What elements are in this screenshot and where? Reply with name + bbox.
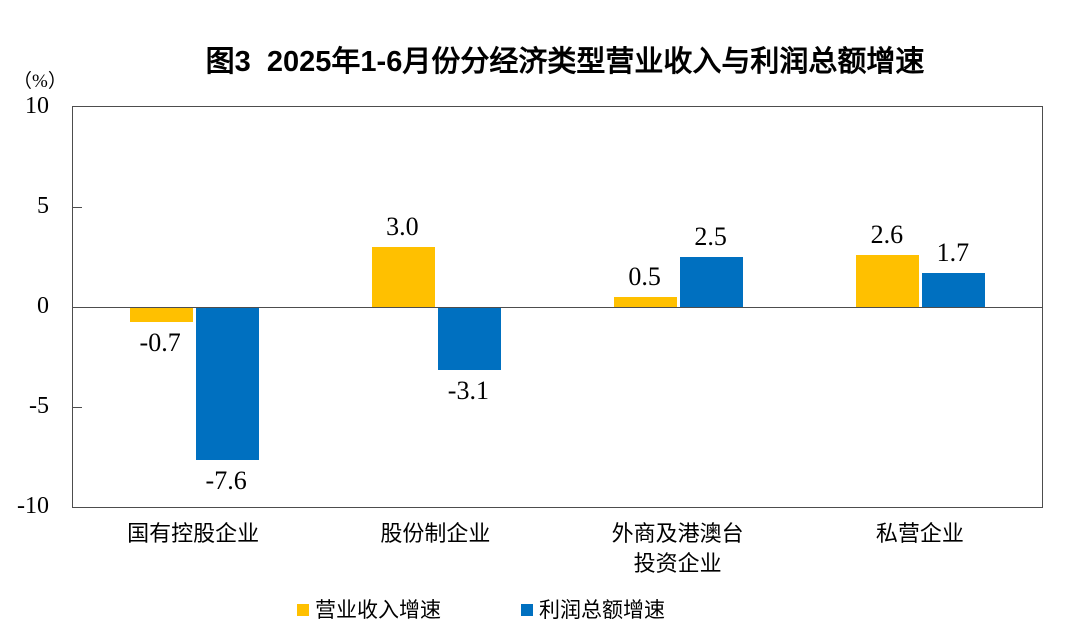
y-axis-unit-label: （%） [13, 71, 67, 92]
legend-item: 利润总额增速 [521, 598, 665, 622]
revenue-growth-bar [129, 308, 193, 322]
y-tick-label: 5 [37, 193, 49, 219]
y-tick-label: 0 [37, 293, 49, 319]
legend: 营业收入增速 利润总额增速 [297, 598, 665, 622]
profit-growth-bar [680, 257, 744, 307]
category-label: 外商及港澳台 投资企业 [612, 519, 744, 579]
y-tick-mark [73, 407, 82, 408]
profit-growth-bar [922, 273, 986, 307]
value-label: 3.0 [386, 212, 419, 241]
value-label: 0.5 [628, 262, 661, 291]
profit-growth-bar [437, 308, 501, 370]
chart-title: 图3 2025年1-6月份分经济类型营业收入与利润总额增速 [205, 46, 925, 78]
category-label: 国有控股企业 [127, 519, 259, 549]
category-label-line: 国有控股企业 [127, 521, 260, 546]
legend-label: 营业收入增速 [315, 598, 441, 622]
revenue-growth-bar [614, 297, 678, 307]
category-label-line: 私营企业 [875, 521, 964, 546]
y-tick-label: -10 [17, 493, 49, 519]
value-label: 2.5 [694, 222, 727, 251]
profit-growth-bar [195, 308, 259, 460]
category-label: 私营企业 [876, 519, 964, 549]
category-label-line: 投资企业 [633, 551, 722, 576]
value-label: -0.7 [139, 328, 181, 357]
category-label-line: 外商及港澳台 [611, 521, 744, 546]
category-label-line: 股份制企业 [380, 521, 491, 546]
legend-swatch [297, 604, 309, 616]
value-label: -3.1 [447, 376, 489, 405]
value-label: 1.7 [936, 238, 970, 267]
y-tick-label: 10 [25, 93, 49, 119]
revenue-growth-bar [856, 255, 920, 307]
value-label: 2.6 [870, 220, 904, 249]
plot-area [72, 106, 1043, 508]
y-tick-mark [73, 207, 82, 208]
legend-label: 利润总额增速 [539, 598, 665, 622]
legend-item: 营业收入增速 [297, 598, 441, 622]
y-tick-label: -5 [29, 393, 49, 419]
revenue-growth-bar [371, 247, 435, 307]
category-label: 股份制企业 [380, 519, 490, 549]
value-label: -7.6 [205, 466, 247, 495]
legend-swatch [521, 604, 533, 616]
zero-axis-line [73, 307, 1042, 308]
